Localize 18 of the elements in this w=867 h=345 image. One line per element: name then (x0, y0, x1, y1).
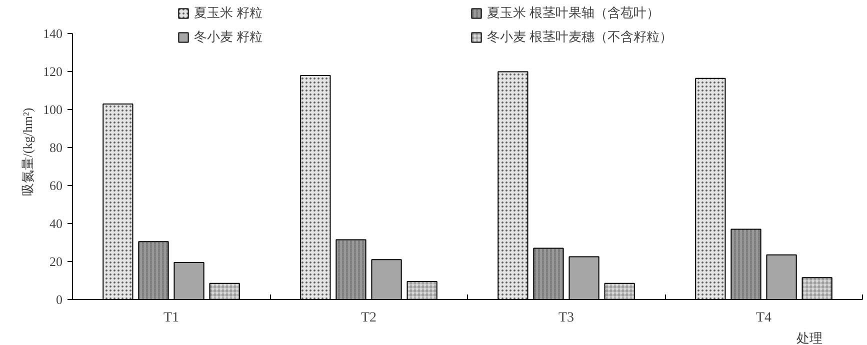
y-tick-label: 20 (50, 254, 62, 270)
legend-label: 夏玉米 籽粒 (194, 4, 264, 22)
x-tick-label: T4 (756, 310, 772, 326)
y-tick-label: 60 (50, 178, 62, 194)
y-tick-label: 80 (50, 140, 62, 156)
legend-label: 冬小麦 籽粒 (194, 28, 264, 46)
x-axis-title: 处理 (796, 330, 822, 345)
x-tick-label: T1 (163, 310, 180, 326)
x-tick-label: T3 (558, 310, 574, 326)
y-axis-title: 吸氮量/(kg/hm²) (20, 108, 35, 196)
y-tick-label: 0 (56, 292, 62, 307)
legend-label: 冬小麦 根茎叶麦穗（不含籽粒） (487, 28, 674, 46)
y-tick-label: 140 (43, 26, 62, 42)
y-tick-label: 40 (50, 216, 62, 232)
x-tick-label: T2 (360, 310, 377, 326)
y-tick-label: 120 (43, 64, 62, 80)
legend-label: 夏玉米 根茎叶果轴（含苞叶） (487, 4, 660, 22)
y-tick-label: 100 (43, 102, 62, 118)
